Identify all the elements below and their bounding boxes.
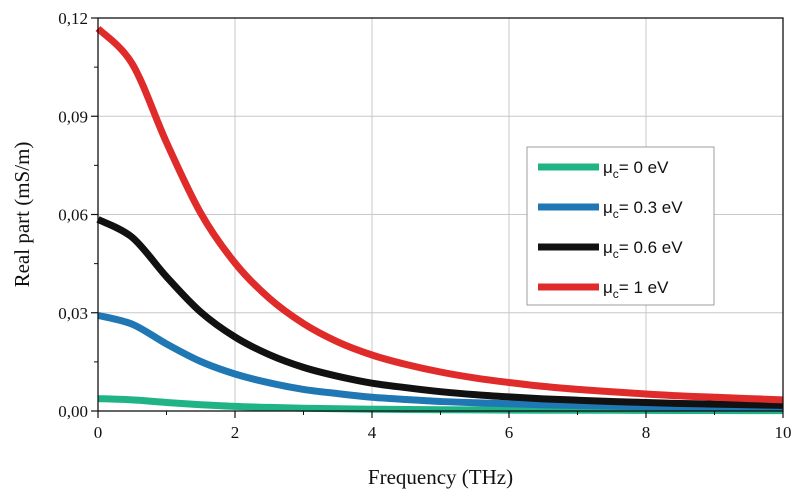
ticks bbox=[91, 17, 784, 418]
legend-box bbox=[526, 146, 715, 306]
series-line-2 bbox=[96, 216, 784, 409]
legend-label-2: μc= 0.6 eV bbox=[603, 238, 683, 261]
x-tick-label: 10 bbox=[775, 423, 792, 442]
legend: μc= 0 eV μc= 0.3 eV μc= 0.6 eV μc= 1 eV bbox=[526, 146, 715, 306]
y-tick-label: 0,06 bbox=[58, 206, 88, 225]
legend-label-3: μc= 1 eV bbox=[603, 278, 669, 301]
tick-labels: 0 2 4 6 8 10 0,00 0,03 0,06 0,09 0,12 bbox=[58, 9, 791, 442]
x-tick-label: 4 bbox=[368, 423, 377, 442]
x-tick-label: 6 bbox=[505, 423, 514, 442]
x-tick-label: 8 bbox=[642, 423, 651, 442]
x-axis-title: Frequency (THz) bbox=[368, 465, 513, 489]
y-tick-label: 0,09 bbox=[58, 107, 88, 126]
series-line-1 bbox=[97, 311, 784, 412]
series-line-3 bbox=[95, 25, 784, 404]
y-tick-label: 0,03 bbox=[58, 304, 88, 323]
legend-label-1: μc= 0.3 eV bbox=[603, 198, 683, 221]
legend-label-0: μc= 0 eV bbox=[603, 158, 669, 181]
y-tick-label: 0,00 bbox=[58, 402, 88, 421]
x-tick-label: 2 bbox=[231, 423, 240, 442]
series-layer bbox=[95, 25, 784, 415]
y-axis-title: Real part (mS/m) bbox=[10, 142, 34, 288]
x-tick-label: 0 bbox=[94, 423, 103, 442]
y-tick-label: 0,12 bbox=[58, 9, 88, 28]
